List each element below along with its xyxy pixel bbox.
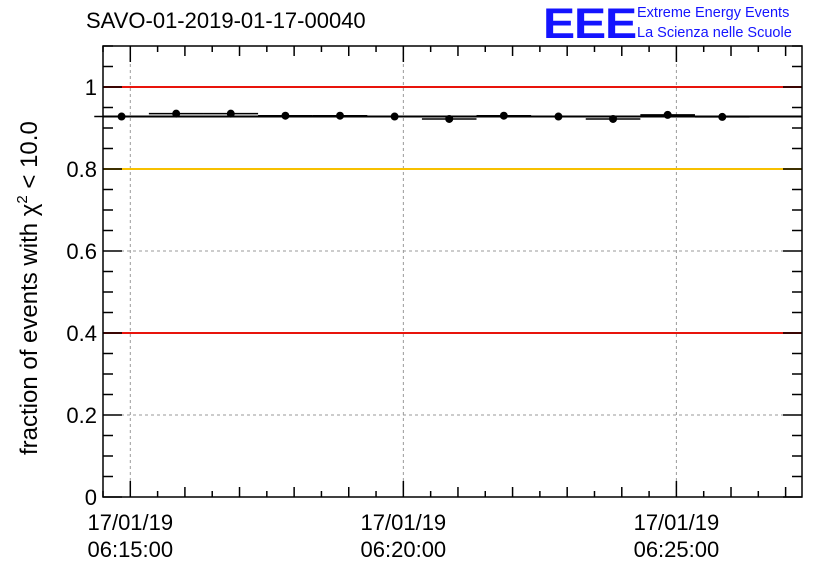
y-tick-label: 0.4 (66, 321, 97, 346)
y-tick-label: 0.6 (66, 239, 97, 264)
data-point (609, 114, 618, 123)
page-title: SAVO-01-2019-01-17-00040 (86, 8, 366, 33)
data-point (499, 111, 508, 120)
y-axis-title-symbol: χ (16, 203, 43, 216)
data-point (718, 112, 727, 121)
data-point (226, 109, 235, 118)
data-point (390, 112, 399, 121)
x-tick-time-label: 06:20:00 (361, 537, 447, 562)
data-point (554, 112, 563, 121)
y-tick-label: 0.8 (66, 157, 97, 182)
y-tick-label: 0 (85, 485, 97, 510)
y-axis-title-suffix: < 10.0 (16, 121, 43, 195)
data-point (336, 111, 345, 120)
x-tick-time-label: 06:15:00 (87, 537, 173, 562)
y-tick-label: 0.2 (66, 403, 97, 428)
data-point (117, 112, 126, 121)
logo-line-2: La Scienza nelle Scuole (637, 25, 792, 41)
y-tick-label: 1 (85, 75, 97, 100)
x-tick-time-label: 06:25:00 (634, 537, 720, 562)
data-point (663, 110, 672, 119)
data-point (445, 114, 454, 123)
data-point (172, 109, 181, 118)
y-axis-title-exponent: 2 (14, 195, 31, 203)
y-axis-title: fraction of events with χ2 < 10.0 (14, 121, 43, 455)
x-tick-date-label: 17/01/19 (87, 510, 173, 535)
x-tick-date-label: 17/01/19 (361, 510, 447, 535)
eee-logo: EEE Extreme Energy Events La Scienza nel… (543, 2, 828, 46)
data-point (281, 111, 290, 120)
logo-mark: EEE (543, 0, 637, 48)
logo-line-1: Extreme Energy Events (637, 5, 790, 21)
y-axis-title-prefix: fraction of events with (16, 216, 43, 455)
x-tick-date-label: 17/01/19 (634, 510, 720, 535)
